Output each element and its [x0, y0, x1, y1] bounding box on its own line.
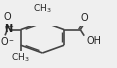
- Text: O: O: [81, 13, 88, 23]
- Text: N: N: [4, 24, 12, 34]
- Text: CH$_3$: CH$_3$: [11, 52, 30, 64]
- Text: O: O: [4, 12, 11, 22]
- Text: O: O: [0, 37, 8, 47]
- Text: CH$_3$: CH$_3$: [33, 3, 52, 15]
- Text: +: +: [7, 24, 13, 30]
- Text: $^-$: $^-$: [7, 37, 15, 46]
- Text: OH: OH: [86, 36, 101, 46]
